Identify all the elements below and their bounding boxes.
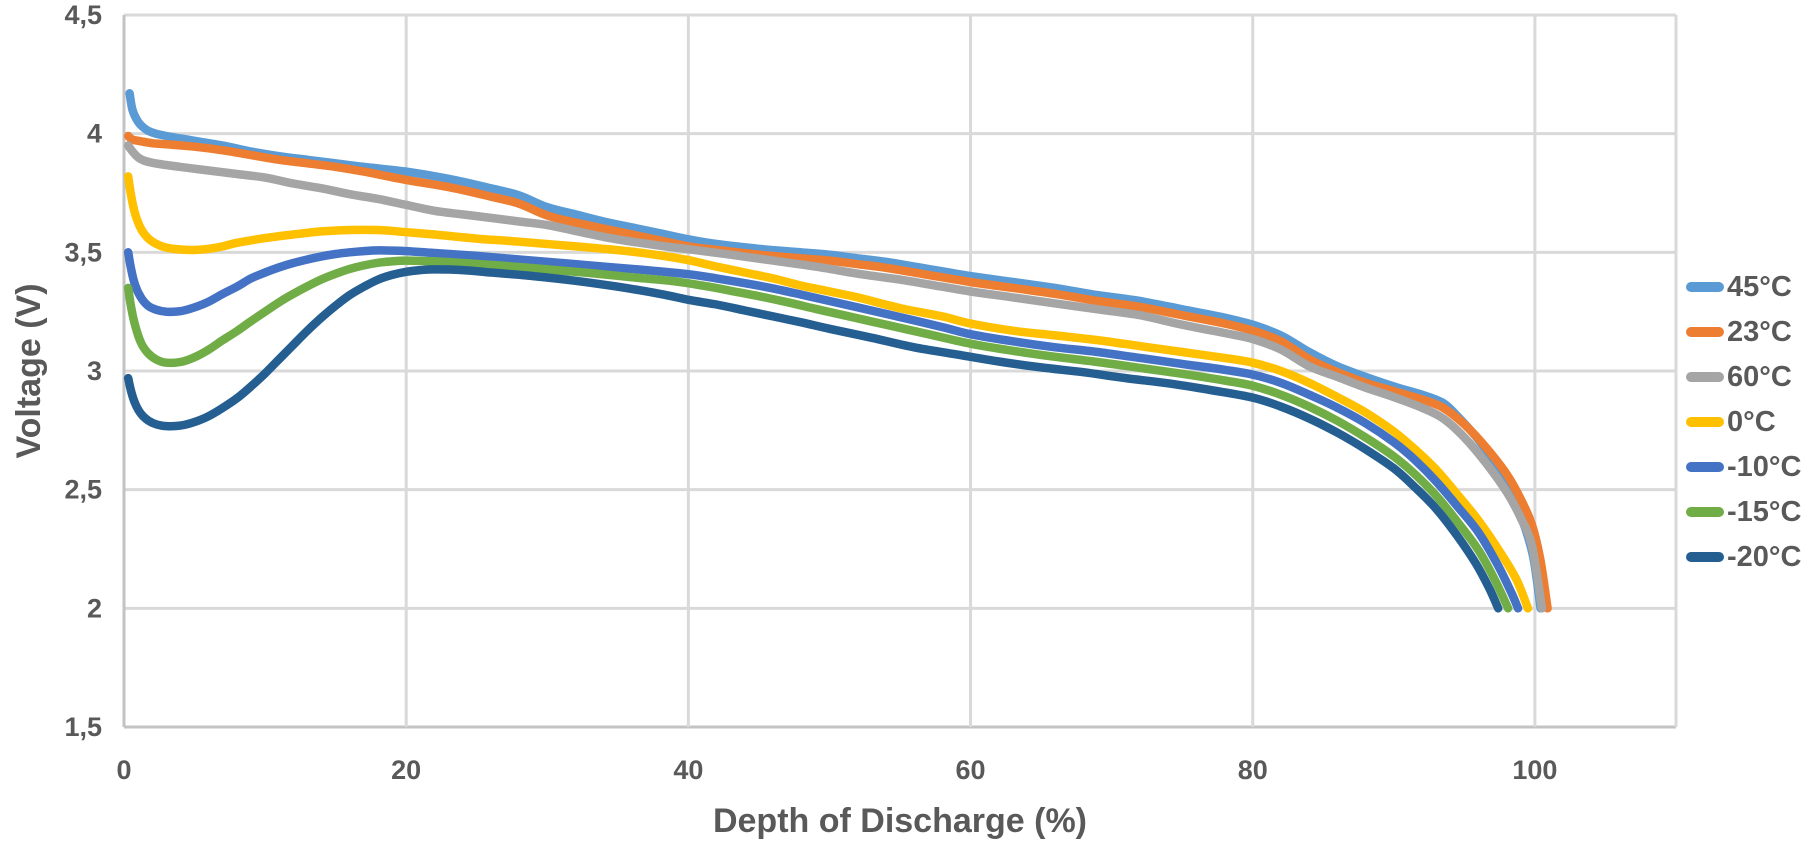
y-tick-label-4,5: 4,5	[64, 0, 102, 30]
x-tick-label-80: 80	[1238, 755, 1268, 785]
tick-labels: 4,5 4 3,5 3 2,5 2 1,5 0 20 40 60 80 100	[64, 0, 1557, 785]
legend-label-60°C: 60°C	[1727, 360, 1792, 393]
y-tick-label-3: 3	[87, 356, 102, 386]
series-line--10°C	[123, 246, 1523, 613]
x-tick-label-60: 60	[956, 755, 986, 785]
legend-item--15°C: -15°C	[1686, 495, 1801, 529]
series-line-0°C	[123, 172, 1533, 613]
y-tick-label-2: 2	[87, 593, 102, 623]
legend-swatch-45°C	[1686, 282, 1724, 292]
series-line--20°C	[123, 265, 1503, 613]
legend-label-0°C: 0°C	[1727, 405, 1776, 438]
x-tick-label-40: 40	[673, 755, 703, 785]
legend-swatch-0°C	[1686, 417, 1724, 427]
legend-item-60°C: 60°C	[1686, 360, 1801, 394]
x-tick-label-100: 100	[1512, 755, 1557, 785]
legend-item-23°C: 23°C	[1686, 315, 1801, 349]
legend-swatch--15°C	[1686, 507, 1724, 517]
y-tick-label-3,5: 3,5	[64, 237, 102, 267]
legend-swatch-60°C	[1686, 372, 1724, 382]
y-tick-label-4: 4	[87, 119, 102, 149]
x-tick-label-20: 20	[391, 755, 421, 785]
x-tick-label-0: 0	[116, 755, 131, 785]
legend-label-45°C: 45°C	[1727, 270, 1792, 303]
x-axis-title: Depth of Discharge (%)	[713, 802, 1087, 840]
legend-label--10°C: -10°C	[1727, 450, 1802, 483]
legend-item--10°C: -10°C	[1686, 450, 1801, 484]
legend-swatch--10°C	[1686, 462, 1724, 472]
legend: 45°C 23°C 60°C 0°C -10°C -15°C -20°C	[1686, 270, 1801, 585]
legend-item-45°C: 45°C	[1686, 270, 1801, 304]
series-line--15°C	[123, 256, 1513, 613]
y-tick-label-2,5: 2,5	[64, 475, 102, 505]
y-axis-title: Voltage (V)	[10, 283, 48, 458]
legend-label--15°C: -15°C	[1727, 495, 1802, 528]
legend-label--20°C: -20°C	[1727, 540, 1802, 573]
legend-item-0°C: 0°C	[1686, 405, 1801, 439]
legend-swatch-23°C	[1686, 327, 1724, 337]
gridlines	[122, 13, 1678, 729]
y-tick-label-1,5: 1,5	[64, 712, 102, 742]
legend-label-23°C: 23°C	[1727, 315, 1792, 348]
series-line-60°C	[123, 141, 1547, 613]
series-line-23°C	[123, 131, 1552, 613]
series-lines	[123, 89, 1552, 613]
legend-item--20°C: -20°C	[1686, 540, 1801, 574]
legend-swatch--20°C	[1686, 552, 1724, 562]
